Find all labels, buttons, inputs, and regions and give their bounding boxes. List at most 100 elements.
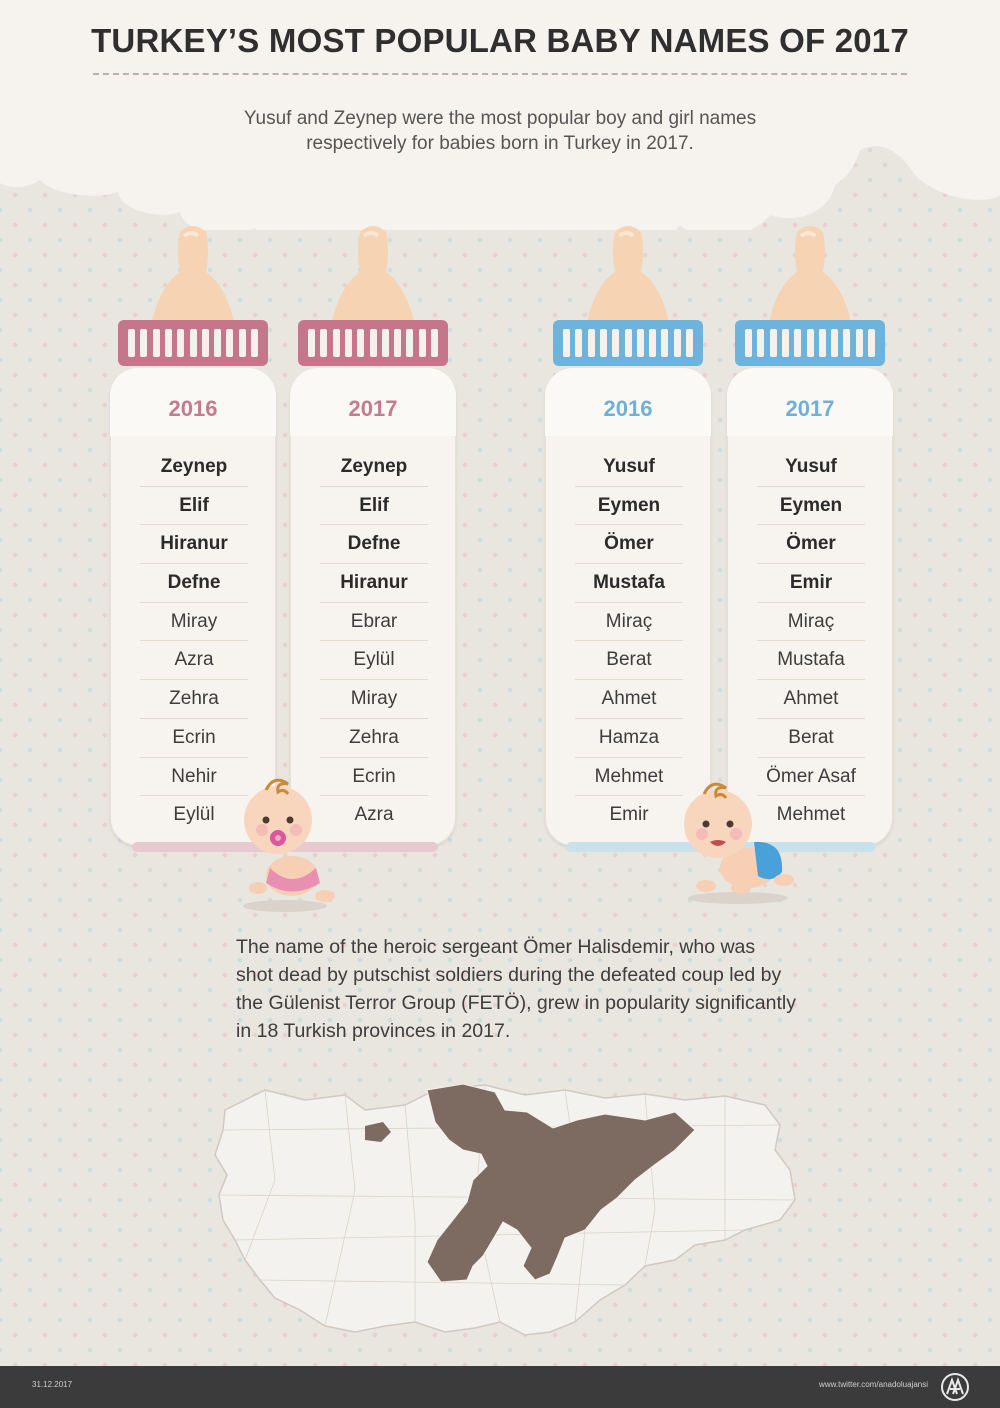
subtitle: Yusuf and Zeynep were the most popular b… <box>243 108 757 154</box>
ring-stripe <box>128 329 135 357</box>
ring-stripe <box>201 329 209 357</box>
ring-stripe <box>189 329 197 357</box>
ring-stripe <box>177 329 185 357</box>
bottle-nipple-icon <box>332 226 414 322</box>
bottle-body: 2016 Yusuf Eymen Ömer Mustafa Miraç Berat Ahmet… <box>545 368 711 846</box>
ring-stripe <box>794 329 802 357</box>
ring-stripe <box>214 329 222 357</box>
name-list-item: Zehra <box>140 680 248 719</box>
name-list-item: Ahmet <box>757 680 865 719</box>
ring-stripe <box>394 329 402 357</box>
ring-stripe <box>818 329 826 357</box>
bottle-ring <box>118 320 268 366</box>
name-list-item: Yusuf <box>757 448 865 487</box>
cloud-banner <box>0 0 1000 230</box>
ring-stripe <box>563 329 570 357</box>
bottle-girl-1: 2017 Zeynep Elif Defne Hiranur Ebrar Eylül Mira… <box>290 222 456 862</box>
ring-stripe <box>769 329 777 357</box>
ring-stripe <box>164 329 172 357</box>
ring-stripe <box>599 329 607 357</box>
name-list-item: Ömer <box>757 525 865 565</box>
name-list-item: Nehir <box>140 758 248 797</box>
ring-stripe <box>226 329 234 357</box>
footer-twitter-link[interactable]: www.twitter.com/anadoluajansi <box>819 1380 928 1389</box>
name-list-item: Miraç <box>575 603 683 642</box>
name-list-item: Defne <box>140 564 248 603</box>
bottle-year: 2017 <box>785 396 835 421</box>
bottle-body: 2017 Zeynep Elif Defne Hiranur Ebrar Eylül Mira… <box>290 368 456 846</box>
bottle-ring <box>298 320 448 366</box>
bottle-year: 2016 <box>168 396 218 421</box>
name-list-item: Azra <box>354 804 394 826</box>
footer-date: 31.12.2017 <box>32 1380 73 1389</box>
name-list-item: Azra <box>140 641 248 681</box>
footer-bar <box>0 1366 1000 1408</box>
bottle-nipple-icon <box>769 226 851 322</box>
baby-girl-icon <box>243 778 335 912</box>
name-list-item: Zeynep <box>140 448 248 487</box>
ring-stripe <box>575 329 583 357</box>
name-list-item: Ecrin <box>320 758 428 797</box>
name-list: Yusuf Eymen Ömer Mustafa Miraç Berat Ahmet Hamz… <box>575 448 683 834</box>
ring-stripe <box>308 329 315 357</box>
name-list-item: Hiranur <box>320 564 428 603</box>
name-list-item: Elif <box>140 487 248 526</box>
name-list-item: Mehmet <box>776 804 846 826</box>
name-list-item: Miray <box>140 603 248 642</box>
bottle-ring <box>735 320 885 366</box>
name-list-item: Hamza <box>575 719 683 758</box>
name-list-item: Eymen <box>757 487 865 526</box>
name-list-item: Eylül <box>320 641 428 681</box>
name-list-item: Ecrin <box>140 719 248 758</box>
name-list-item: Eymen <box>575 487 683 526</box>
ring-stripe <box>781 329 789 357</box>
ring-stripe <box>757 329 765 357</box>
ring-stripe <box>673 329 681 357</box>
name-list-item: Ebrar <box>320 603 428 642</box>
ring-stripe <box>806 329 814 357</box>
ring-stripe <box>418 329 426 357</box>
bottle-boy-2: 2016 Yusuf Eymen Ömer Mustafa Miraç Berat Ahmet… <box>545 222 711 862</box>
bottle-body: 2017 Yusuf Eymen Ömer Emir Miraç Mustafa Ahmet B… <box>727 368 893 846</box>
name-list-item: Mustafa <box>575 564 683 603</box>
header: TURKEY’S MOST POPULAR BABY NAMES OF 2017… <box>0 0 1000 230</box>
name-list-item: Defne <box>320 525 428 565</box>
ring-stripe <box>745 329 752 357</box>
name-list-item: Ömer Asaf <box>757 758 865 797</box>
name-list-item: Miray <box>320 680 428 719</box>
ring-stripe <box>251 329 258 357</box>
ring-stripe <box>855 329 863 357</box>
ring-stripe <box>661 329 669 357</box>
halisdemir-note: The name of the heroic sergeant Ömer Hal… <box>236 936 796 1042</box>
bottle-year: 2017 <box>348 396 398 421</box>
name-list-item: Miraç <box>757 603 865 642</box>
bottle-ring <box>553 320 703 366</box>
ring-stripe <box>381 329 389 357</box>
name-list-item: Yusuf <box>575 448 683 487</box>
name-list: Zeynep Elif Hiranur Defne Miray Azra Zehra Ecri… <box>140 448 248 834</box>
ring-stripe <box>344 329 352 357</box>
name-list-item: Elif <box>320 487 428 526</box>
bottle-girl-0: 2016 Zeynep Elif Hiranur Defne Miray Azra Zehra… <box>110 222 276 862</box>
name-list-item: Eylül <box>173 804 215 826</box>
ring-stripe <box>831 329 839 357</box>
ring-stripe <box>868 329 875 357</box>
ring-stripe <box>320 329 328 357</box>
bottle-boy-3: 2017 Yusuf Eymen Ömer Emir Miraç Mustafa Ahmet B… <box>727 222 893 862</box>
bottle-body: 2016 Zeynep Elif Hiranur Defne Miray Azra Zehra… <box>110 368 276 846</box>
name-list-item: Mustafa <box>757 641 865 681</box>
ring-stripe <box>431 329 438 357</box>
name-list-item: Emir <box>609 804 649 826</box>
name-list: Yusuf Eymen Ömer Emir Miraç Mustafa Ahmet Berat… <box>757 448 865 834</box>
anadolu-agency-logo-icon <box>941 1373 969 1401</box>
name-list-item: Hiranur <box>140 525 248 565</box>
bottle-nipple-icon <box>152 226 234 322</box>
name-list-item: Ahmet <box>575 680 683 719</box>
bottle-year: 2016 <box>603 396 653 421</box>
bottle-nipple-icon <box>587 226 669 322</box>
ring-stripe <box>357 329 365 357</box>
ring-stripe <box>332 329 340 357</box>
name-list-item: Mehmet <box>575 758 683 797</box>
name-list: Zeynep Elif Defne Hiranur Ebrar Eylül Miray Zeh… <box>320 448 428 834</box>
page-title: TURKEY’S MOST POPULAR BABY NAMES OF 2017 <box>91 22 909 59</box>
